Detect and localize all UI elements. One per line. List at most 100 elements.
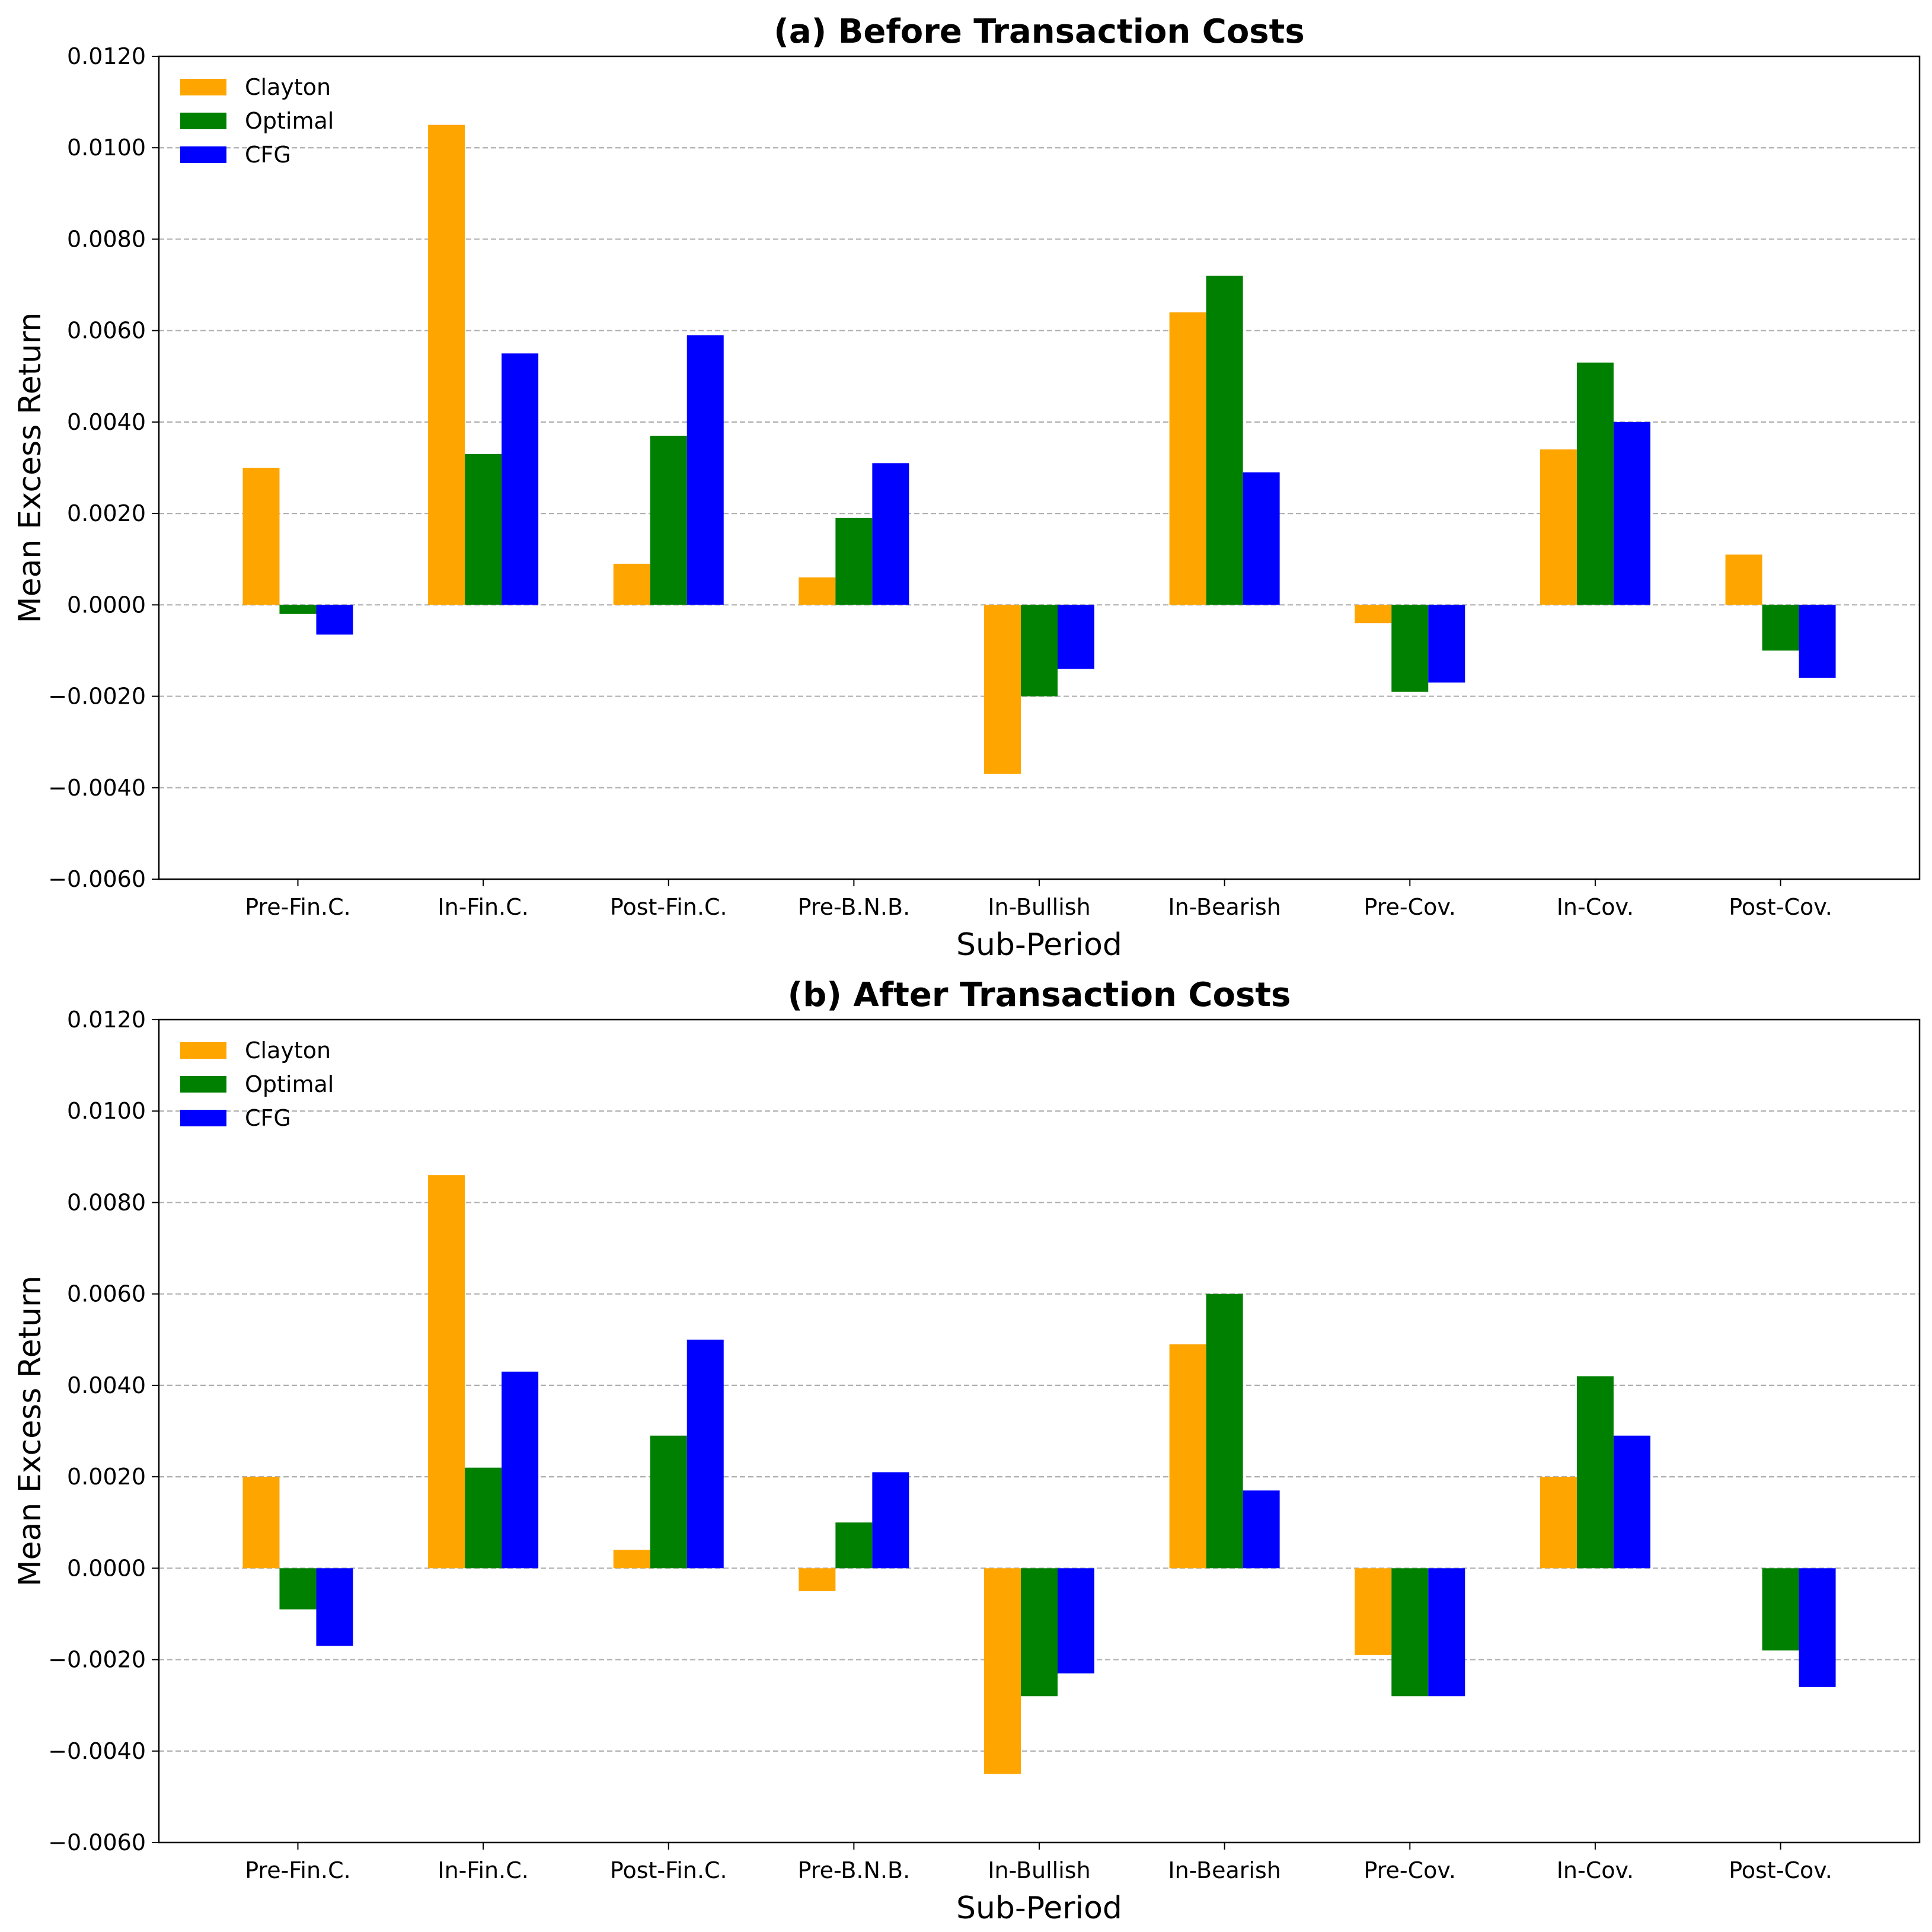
bar-cfg-post-cov-: [1799, 1568, 1836, 1687]
legend: Clayton Optimal CFG: [180, 74, 334, 168]
bar-clayton-in-bullish: [984, 1568, 1021, 1774]
bar-clayton-pre-b-n-b-: [799, 577, 836, 605]
x-tick-label: Pre-Fin.C.: [245, 1857, 351, 1883]
legend-swatch-clayton: [180, 1042, 226, 1059]
chart-panel-1: 0.0120 0.0100 0.0080 0.0060 0.0040 0.0020 0.00…: [12, 12, 1921, 963]
y-tick-label: 0.0000: [67, 1555, 146, 1581]
y-axis-label: Mean Excess Return: [12, 1276, 48, 1587]
bar-cfg-in-bullish: [1058, 605, 1094, 669]
bar-clayton-post-fin-c-: [613, 1550, 650, 1569]
bar-optimal-post-fin-c-: [650, 436, 687, 605]
y-tick-label: 0.0020: [67, 1464, 146, 1490]
bar-clayton-in-bearish: [1169, 1344, 1206, 1569]
y-tick-label: 0.0040: [67, 409, 146, 435]
x-tick-label: Post-Fin.C.: [610, 1857, 727, 1883]
legend-swatch-cfg: [180, 146, 226, 163]
y-tick-label: 0.0100: [67, 135, 146, 161]
bar-cfg-post-fin-c-: [686, 335, 724, 605]
bar-optimal-in-bullish: [1021, 605, 1058, 697]
legend-label-optimal: Optimal: [245, 1071, 334, 1097]
bar-cfg-post-fin-c-: [686, 1339, 724, 1569]
bar-optimal-pre-b-n-b-: [835, 518, 873, 605]
bar-clayton-pre-cov-: [1355, 605, 1392, 624]
bar-clayton-pre-cov-: [1355, 1568, 1392, 1655]
bar-cfg-pre-b-n-b-: [872, 1472, 909, 1569]
chart-panel-2: 0.0120 0.0100 0.0080 0.0060 0.0040 0.0020 0.00…: [12, 976, 1921, 1926]
y-tick-label: 0.0000: [67, 592, 146, 618]
bar-cfg-pre-fin-c-: [316, 605, 353, 635]
y-tick-label: −0.0040: [48, 1738, 146, 1764]
bar-cfg-pre-cov-: [1428, 1568, 1465, 1697]
bar-optimal-in-fin-c-: [465, 454, 502, 605]
bar-cfg-in-cov-: [1613, 1435, 1650, 1569]
x-tick-label: Post-Cov.: [1729, 1857, 1832, 1883]
y-axis-label: Mean Excess Return: [12, 312, 48, 624]
bar-clayton-pre-b-n-b-: [799, 1568, 836, 1591]
legend-swatch-cfg: [180, 1110, 226, 1126]
bar-optimal-in-fin-c-: [465, 1467, 502, 1569]
legend-label-cfg: CFG: [245, 142, 291, 168]
y-tick-label: 0.0060: [67, 318, 146, 344]
bar-cfg-pre-cov-: [1428, 605, 1465, 683]
bar-cfg-in-cov-: [1613, 421, 1650, 605]
x-axis-label: Sub-Period: [956, 1891, 1122, 1926]
bar-optimal-pre-cov-: [1391, 605, 1429, 692]
x-tick-label: Pre-Cov.: [1363, 894, 1456, 920]
x-tick-label: In-Bearish: [1168, 1857, 1280, 1883]
bar-cfg-in-fin-c-: [502, 1371, 539, 1569]
chart-title: (b) After Transaction Costs: [788, 976, 1291, 1014]
legend-swatch-optimal: [180, 1076, 226, 1093]
bar-cfg-in-bullish: [1058, 1568, 1094, 1674]
chart-title: (a) Before Transaction Costs: [774, 12, 1305, 51]
x-tick-label: In-Cov.: [1557, 894, 1634, 920]
x-tick-label: Post-Cov.: [1729, 894, 1832, 920]
bar-clayton-in-fin-c-: [428, 124, 465, 605]
y-tick-label: −0.0060: [48, 866, 146, 892]
legend-label-clayton: Clayton: [245, 74, 331, 100]
y-tick-label: −0.0040: [48, 775, 146, 801]
bar-cfg-in-bearish: [1243, 1490, 1280, 1569]
bar-clayton-in-cov-: [1540, 1477, 1577, 1569]
bar-optimal-in-bullish: [1021, 1568, 1058, 1697]
y-tick-label: −0.0020: [48, 1647, 146, 1673]
bar-cfg-in-bearish: [1243, 472, 1280, 605]
x-tick-label: Pre-Cov.: [1363, 1857, 1456, 1883]
y-tick-label: 0.0120: [67, 1007, 146, 1033]
bar-cfg-pre-b-n-b-: [872, 463, 909, 605]
legend-label-clayton: Clayton: [245, 1037, 331, 1064]
bar-optimal-post-fin-c-: [650, 1435, 687, 1569]
legend: Clayton Optimal CFG: [180, 1037, 334, 1131]
y-tick-label: 0.0020: [67, 500, 146, 526]
legend-swatch-optimal: [180, 113, 226, 129]
legend-swatch-clayton: [180, 79, 226, 95]
x-tick-label: In-Bullish: [988, 1857, 1090, 1883]
bar-clayton-in-bearish: [1169, 312, 1206, 605]
y-tick-label: 0.0100: [67, 1098, 146, 1124]
x-tick-label: Pre-B.N.B.: [798, 1857, 911, 1883]
x-tick-label: Pre-Fin.C.: [245, 894, 351, 920]
bar-optimal-in-bearish: [1206, 1294, 1243, 1569]
y-tick-label: 0.0080: [67, 1189, 146, 1215]
y-tick-label: 0.0080: [67, 226, 146, 252]
x-tick-label: Post-Fin.C.: [610, 894, 727, 920]
x-tick-label: Pre-B.N.B.: [798, 894, 911, 920]
y-tick-label: 0.0040: [67, 1372, 146, 1398]
bar-optimal-pre-fin-c-: [279, 605, 317, 614]
plot-frame: [158, 1018, 1921, 1844]
x-tick-label: In-Bullish: [988, 894, 1090, 920]
x-tick-label: In-Bearish: [1168, 894, 1280, 920]
bar-clayton-post-cov-: [1725, 554, 1762, 605]
bar-optimal-pre-fin-c-: [279, 1568, 317, 1610]
bar-optimal-pre-cov-: [1391, 1568, 1429, 1697]
y-tick-label: 0.0120: [67, 43, 146, 69]
bar-cfg-pre-fin-c-: [316, 1568, 353, 1646]
bar-optimal-post-cov-: [1762, 605, 1799, 651]
bar-clayton-in-fin-c-: [428, 1175, 465, 1569]
legend-label-optimal: Optimal: [245, 108, 334, 134]
y-tick-label: −0.0060: [48, 1829, 146, 1856]
bar-clayton-in-bullish: [984, 605, 1021, 774]
bar-clayton-pre-fin-c-: [242, 468, 280, 605]
bar-clayton-in-cov-: [1540, 449, 1577, 605]
bar-optimal-post-cov-: [1762, 1568, 1799, 1651]
x-tick-label: In-Fin.C.: [438, 1857, 528, 1883]
